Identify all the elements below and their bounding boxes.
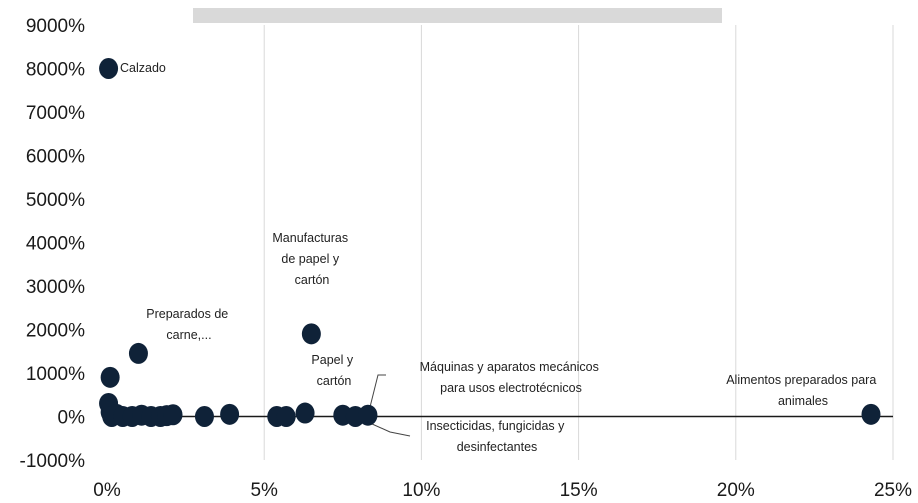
x-tick-label: 20% [717,480,755,501]
x-tick-label: 0% [93,480,121,501]
y-tick-label: 4000% [26,234,85,255]
y-axis-tick-labels: -1000% 0% 1000% 2000% 3000% 4000% 5000% 6000% 70… [20,16,86,472]
y-tick-label: 0% [58,408,86,429]
annotation-papel-y-carton: Papel y cartón [311,353,356,388]
annotation-alimentos-preparados: Alimentos preparados para animales [726,373,880,408]
data-point [301,323,321,345]
y-tick-label: 8000% [26,60,85,81]
y-tick-label: 3000% [26,277,85,298]
annotation-leader-lines [355,374,411,437]
data-point [220,403,240,425]
data-point [100,366,120,388]
annotation-manufacturas-de-papel: Manufacturas de papel y cartón [272,231,351,287]
y-tick-label: -1000% [20,451,86,472]
data-point [194,406,214,427]
x-tick-label: 5% [250,480,278,501]
y-tick-label: 7000% [26,103,85,124]
data-point [276,406,296,427]
annotation-preparados-de-carne: Preparados de carne,... [146,307,232,342]
x-tick-label: 10% [402,480,440,501]
legend-placeholder-bar [193,8,722,23]
x-tick-label: 15% [560,480,598,501]
data-points [99,58,881,427]
data-point [358,404,378,426]
annotation-insecticidas: Insecticidas, fungicidas y desinfectante… [426,419,568,454]
x-axis-tick-labels: 0% 5% 10% 15% 20% 25% [93,480,912,501]
y-tick-label: 5000% [26,190,85,211]
x-tick-label: 25% [874,480,912,501]
data-point [861,403,881,425]
y-tick-label: 6000% [26,147,85,168]
y-tick-label: 9000% [26,16,85,37]
data-point [128,342,148,364]
leader-maquinas [367,374,386,416]
data-point [163,404,183,426]
data-point [99,58,119,79]
vertical-gridlines [263,25,894,460]
y-tick-label: 1000% [26,364,85,385]
y-tick-label: 2000% [26,321,85,342]
data-point [295,402,315,424]
annotation-calzado: Calzado [120,61,166,75]
annotation-maquinas-y-aparatos: Máquinas y aparatos mecánicos para usos … [420,360,603,395]
